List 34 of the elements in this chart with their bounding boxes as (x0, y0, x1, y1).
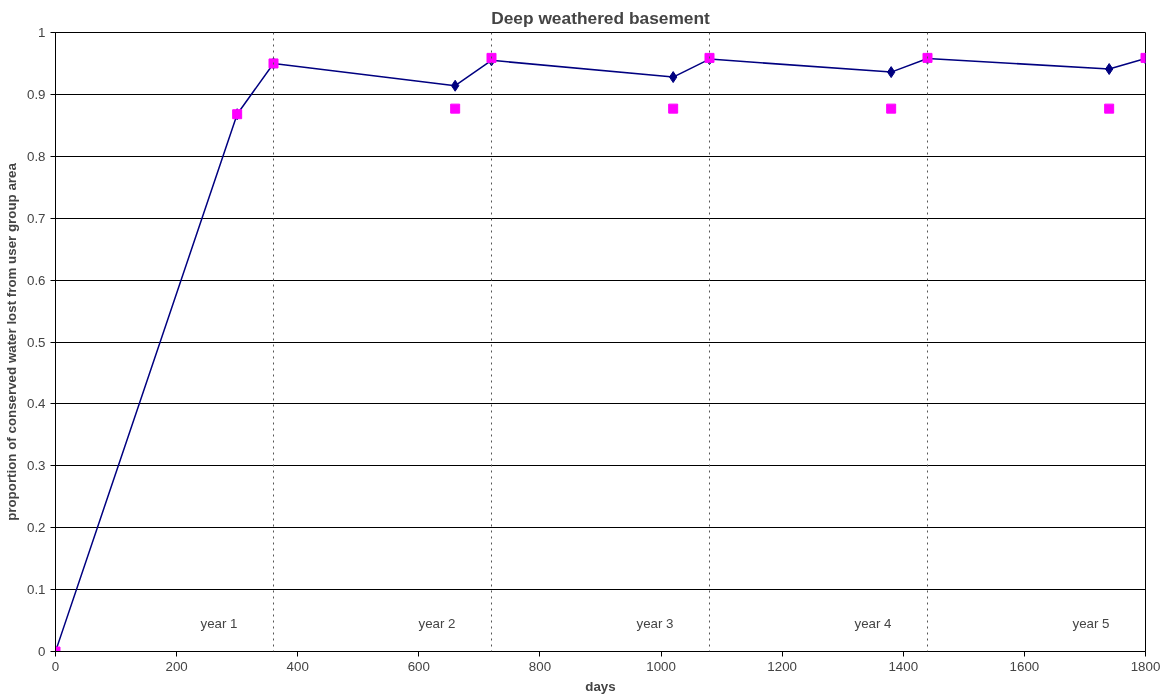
y-tick-label: 0.9 (26, 86, 46, 102)
x-tick-label: 1800 (1130, 658, 1161, 674)
annotation: year 1 (200, 616, 238, 632)
annotation: year 5 (1072, 616, 1110, 632)
annotation: year 3 (636, 616, 674, 632)
x-tick-label: 800 (528, 658, 552, 674)
y-tick-label: 0.4 (26, 396, 47, 412)
x-tick-label: 1200 (767, 658, 797, 674)
y-tick-label: 0 (38, 644, 46, 659)
point (486, 52, 497, 63)
y-tick-label: 0.5 (26, 334, 46, 350)
y-tick-label: 0.6 (26, 272, 46, 288)
y-axis-title: proportion of conserved water lost from user group area (3, 162, 19, 521)
point (1104, 103, 1115, 114)
y-tick-label: 0.7 (26, 210, 46, 226)
point (668, 103, 679, 114)
y-tick-label: 0.1 (26, 582, 46, 598)
x-tick-label: 200 (165, 658, 188, 674)
point (450, 103, 461, 114)
annotation: year 4 (854, 616, 893, 632)
x-tick-label: 400 (286, 658, 309, 674)
y-tick-label: 0.3 (26, 458, 46, 474)
x-tick-label: 1600 (1009, 658, 1040, 674)
point (886, 103, 897, 114)
y-tick-label: 0.2 (26, 520, 46, 536)
annotation: year 2 (418, 616, 456, 632)
chart-title: Deep weathered basement (491, 7, 711, 28)
x-axis-title: days (585, 678, 616, 694)
x-tick-label: 0 (51, 658, 60, 674)
x-tick-label: 600 (407, 658, 430, 674)
y-tick-label: 1 (38, 25, 46, 40)
x-tick-label: 1400 (888, 658, 919, 674)
x-tick-label: 1000 (646, 658, 676, 674)
y-tick-label: 0.8 (26, 148, 46, 164)
